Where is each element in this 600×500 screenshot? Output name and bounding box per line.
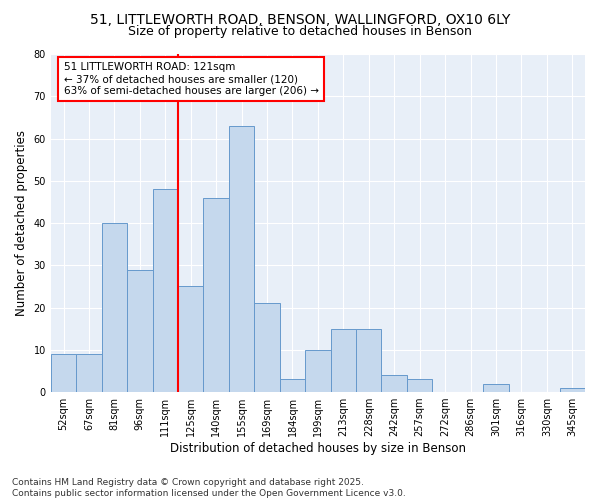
Bar [560, 388, 585, 392]
Bar [229, 126, 254, 392]
Bar [254, 304, 280, 392]
Bar [76, 354, 101, 392]
Bar [152, 189, 178, 392]
Bar [51, 354, 76, 392]
Bar [101, 223, 127, 392]
Bar [305, 350, 331, 392]
Bar [280, 380, 305, 392]
Bar [356, 328, 382, 392]
Bar [331, 328, 356, 392]
Text: 51 LITTLEWORTH ROAD: 121sqm
← 37% of detached houses are smaller (120)
63% of se: 51 LITTLEWORTH ROAD: 121sqm ← 37% of det… [64, 62, 319, 96]
Y-axis label: Number of detached properties: Number of detached properties [15, 130, 28, 316]
Bar [178, 286, 203, 392]
Bar [382, 375, 407, 392]
X-axis label: Distribution of detached houses by size in Benson: Distribution of detached houses by size … [170, 442, 466, 455]
Text: 51, LITTLEWORTH ROAD, BENSON, WALLINGFORD, OX10 6LY: 51, LITTLEWORTH ROAD, BENSON, WALLINGFOR… [90, 12, 510, 26]
Text: Size of property relative to detached houses in Benson: Size of property relative to detached ho… [128, 25, 472, 38]
Bar [407, 380, 433, 392]
Bar [203, 198, 229, 392]
Text: Contains HM Land Registry data © Crown copyright and database right 2025.
Contai: Contains HM Land Registry data © Crown c… [12, 478, 406, 498]
Bar [483, 384, 509, 392]
Bar [127, 270, 152, 392]
